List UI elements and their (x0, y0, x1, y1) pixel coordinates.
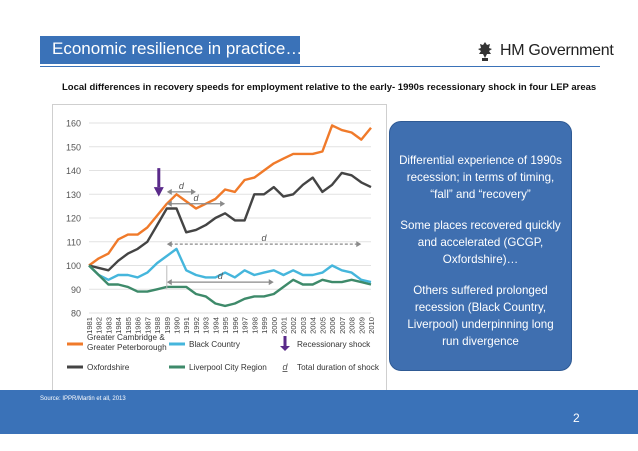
callout-para-3: Others suffered prolonged recession (Bla… (407, 284, 554, 348)
duration-arrow-right (220, 200, 226, 207)
x-tick-label: 2001 (279, 317, 288, 334)
duration-arrow-left (166, 200, 172, 207)
x-tick-label: 1992 (192, 317, 201, 334)
legend-label: Black Country (189, 340, 241, 349)
callout-para-2: Some places recovered quickly and accele… (400, 219, 561, 266)
slide-subtitle: Local differences in recovery speeds for… (62, 82, 597, 93)
footer-bar (0, 390, 638, 434)
y-tick-label: 120 (66, 214, 81, 224)
x-tick-label: 1999 (260, 317, 269, 334)
legend-label: Oxfordshire (87, 363, 130, 372)
x-tick-label: 2010 (367, 317, 376, 334)
y-tick-label: 130 (66, 190, 81, 200)
title-rule (40, 66, 600, 67)
legend-label: Total duration of shock (297, 363, 380, 372)
x-tick-label: 1989 (163, 317, 172, 334)
logo-text: HM Government (500, 42, 614, 59)
slide-title: Economic resilience in practice… (52, 39, 303, 58)
x-tick-label: 2005 (318, 317, 327, 334)
legend-label: Recessionary shock (297, 340, 371, 349)
duration-label: d (262, 233, 268, 243)
x-tick-label: 1985 (124, 317, 133, 334)
x-tick-label: 2003 (299, 317, 308, 334)
y-tick-label: 90 (71, 285, 81, 295)
x-tick-label: 1996 (231, 317, 240, 334)
series-line (88, 171, 372, 272)
duration-arrow-left (166, 279, 172, 286)
x-tick-label: 2008 (348, 317, 357, 334)
y-tick-label: 150 (66, 142, 81, 152)
page-number: 2 (573, 411, 580, 425)
legend-label: Liverpool City Region (189, 363, 267, 372)
duration-label: d (218, 271, 224, 281)
legend-label: Greater Cambridge & (87, 333, 165, 342)
chart-frame: 80 90 100 110 120 130 140 150 160 1981 1982 1983 19… (52, 104, 387, 391)
x-tick-label: 1982 (95, 317, 104, 334)
duration-arrow-right (356, 241, 362, 248)
duration-arrow-right (268, 279, 274, 286)
x-tick-label: 1990 (173, 317, 182, 334)
series-line (88, 124, 372, 267)
x-tick-label: 1998 (250, 317, 259, 334)
duration-label: d (179, 181, 185, 191)
x-tick-label: 2009 (357, 317, 366, 334)
x-tick-label: 1991 (182, 317, 191, 334)
x-tick-label: 2004 (309, 317, 318, 334)
x-tick-label: 1988 (153, 317, 162, 334)
duration-label: d (193, 193, 199, 203)
y-tick-label: 160 (66, 119, 81, 129)
x-tick-label: 2002 (289, 317, 298, 334)
duration-arrow-left (166, 188, 172, 195)
x-tick-label: 1986 (134, 317, 143, 334)
x-tick-label: 2006 (328, 317, 337, 334)
callout-box: Differential experience of 1990s recessi… (389, 121, 572, 371)
x-tick-label: 2007 (338, 317, 347, 334)
x-axis-ticks: 1981 1982 1983 1984 1985 1986 1987 1988 1989 1990… (85, 317, 376, 334)
y-tick-label: 80 (71, 309, 81, 319)
chart-grid (89, 122, 371, 314)
series-lines (88, 124, 372, 308)
callout-para-1: Differential experience of 1990s recessi… (399, 154, 562, 201)
y-tick-label: 100 (66, 261, 81, 271)
x-tick-label: 1981 (85, 317, 94, 334)
shock-arrow-head (153, 187, 164, 197)
series-line (88, 264, 372, 308)
royal-crest-icon (478, 42, 492, 61)
series-line (88, 247, 372, 284)
x-tick-label: 1995 (221, 317, 230, 334)
x-tick-label: 1983 (104, 317, 113, 334)
y-tick-label: 140 (66, 166, 81, 176)
title-bar: Economic resilience in practice… (40, 36, 303, 64)
legend-arrow-head (280, 346, 290, 351)
x-tick-label: 2000 (270, 317, 279, 334)
y-axis-ticks: 80 90 100 110 120 130 140 150 160 (66, 119, 81, 319)
chart-legend: Greater Cambridge &Greater Peterborough B… (67, 333, 380, 372)
legend-label: Greater Peterborough (87, 343, 167, 352)
x-tick-label: 1994 (211, 317, 220, 334)
x-tick-label: 1984 (114, 317, 123, 334)
x-tick-label: 1987 (143, 317, 152, 334)
legend-d-symbol: d (282, 362, 288, 372)
x-tick-label: 1997 (241, 317, 250, 334)
source-note: Source: IPPR/Martin et all, 2013 (40, 396, 126, 402)
duration-arrow-right (190, 188, 196, 195)
x-tick-label: 1993 (202, 317, 211, 334)
duration-arrow-left (166, 241, 172, 248)
y-tick-label: 110 (67, 237, 81, 247)
